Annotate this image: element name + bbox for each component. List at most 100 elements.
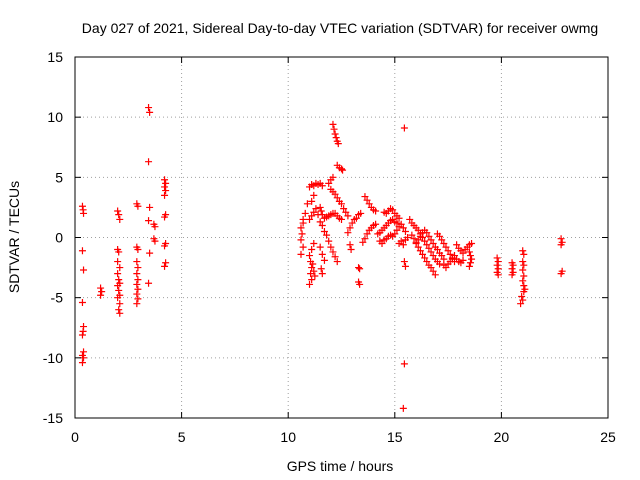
data-point bbox=[346, 224, 354, 232]
data-point bbox=[508, 271, 516, 279]
data-point bbox=[414, 243, 422, 251]
data-point bbox=[459, 249, 467, 257]
data-point bbox=[412, 240, 420, 248]
data-point bbox=[400, 360, 408, 368]
data-point bbox=[391, 230, 399, 238]
data-point bbox=[397, 220, 405, 228]
data-point bbox=[329, 248, 337, 256]
data-point bbox=[146, 203, 154, 211]
data-point bbox=[399, 241, 407, 249]
data-point bbox=[520, 261, 528, 269]
grid-lines bbox=[75, 57, 608, 418]
data-point bbox=[397, 237, 405, 245]
data-point bbox=[161, 191, 169, 199]
data-point bbox=[519, 296, 527, 304]
data-point bbox=[114, 207, 122, 215]
data-point bbox=[429, 267, 437, 275]
data-point bbox=[116, 309, 124, 317]
data-point bbox=[318, 211, 326, 219]
data-point bbox=[316, 218, 324, 226]
data-point bbox=[297, 236, 305, 244]
data-point bbox=[450, 252, 458, 260]
data-point bbox=[356, 265, 364, 273]
data-point bbox=[161, 176, 169, 184]
x-tick-label: 15 bbox=[387, 429, 403, 445]
data-point bbox=[442, 264, 450, 272]
data-point bbox=[310, 191, 318, 199]
data-point bbox=[433, 246, 441, 254]
data-point bbox=[162, 259, 170, 267]
data-point bbox=[78, 202, 86, 210]
data-point bbox=[352, 214, 360, 222]
data-point bbox=[145, 279, 153, 287]
data-point bbox=[318, 221, 326, 229]
data-point bbox=[146, 249, 154, 257]
y-tick-label: 5 bbox=[55, 169, 63, 185]
y-tick-label: -5 bbox=[51, 290, 64, 306]
data-point bbox=[465, 248, 473, 256]
y-tick-label: 10 bbox=[47, 109, 63, 125]
data-point bbox=[114, 294, 122, 302]
data-points bbox=[78, 104, 566, 412]
data-point bbox=[361, 193, 369, 201]
data-point bbox=[318, 270, 326, 278]
data-point bbox=[161, 262, 169, 270]
data-point bbox=[329, 173, 337, 181]
data-point bbox=[310, 208, 318, 216]
data-point bbox=[115, 286, 123, 294]
data-point bbox=[114, 258, 122, 266]
data-point bbox=[151, 223, 159, 231]
data-point bbox=[333, 258, 341, 266]
data-point bbox=[297, 224, 305, 232]
data-point bbox=[338, 215, 345, 223]
data-point bbox=[519, 247, 527, 255]
y-axis-label: SDTVAR / TECUs bbox=[6, 181, 22, 293]
data-point bbox=[416, 247, 424, 255]
data-point bbox=[134, 295, 142, 303]
data-point bbox=[519, 266, 527, 274]
data-point bbox=[466, 252, 474, 260]
data-point bbox=[429, 252, 437, 260]
data-point bbox=[423, 258, 431, 266]
data-point bbox=[401, 227, 409, 235]
y-tick-label: -15 bbox=[43, 410, 63, 426]
data-point bbox=[519, 258, 527, 266]
data-point bbox=[306, 215, 314, 223]
data-point bbox=[431, 271, 439, 279]
data-point bbox=[442, 243, 450, 251]
data-point bbox=[325, 179, 333, 187]
data-point bbox=[359, 238, 367, 246]
data-point bbox=[344, 229, 352, 237]
data-point bbox=[317, 265, 325, 273]
data-point bbox=[308, 246, 316, 254]
data-point bbox=[494, 271, 502, 279]
data-point bbox=[459, 256, 467, 264]
data-point bbox=[303, 200, 311, 208]
y-tick-label: 0 bbox=[55, 230, 63, 246]
data-point bbox=[347, 246, 355, 254]
data-point bbox=[323, 231, 331, 239]
data-point bbox=[78, 331, 86, 339]
data-point bbox=[80, 354, 88, 362]
data-point bbox=[414, 226, 422, 234]
data-point bbox=[440, 255, 448, 263]
data-point bbox=[331, 130, 339, 138]
data-point bbox=[320, 227, 328, 235]
data-point bbox=[308, 276, 316, 284]
data-point bbox=[363, 230, 371, 238]
data-point bbox=[520, 272, 528, 280]
data-point bbox=[378, 240, 386, 248]
data-point bbox=[114, 282, 122, 290]
data-point bbox=[438, 252, 446, 260]
data-point bbox=[298, 230, 306, 238]
data-point bbox=[419, 250, 427, 258]
x-tick-label: 20 bbox=[494, 429, 510, 445]
data-point bbox=[334, 140, 342, 148]
data-point bbox=[133, 270, 141, 278]
data-point bbox=[134, 276, 142, 284]
data-point bbox=[429, 240, 437, 248]
data-point bbox=[372, 220, 380, 228]
x-tick-label: 0 bbox=[71, 429, 79, 445]
data-point bbox=[338, 200, 345, 208]
